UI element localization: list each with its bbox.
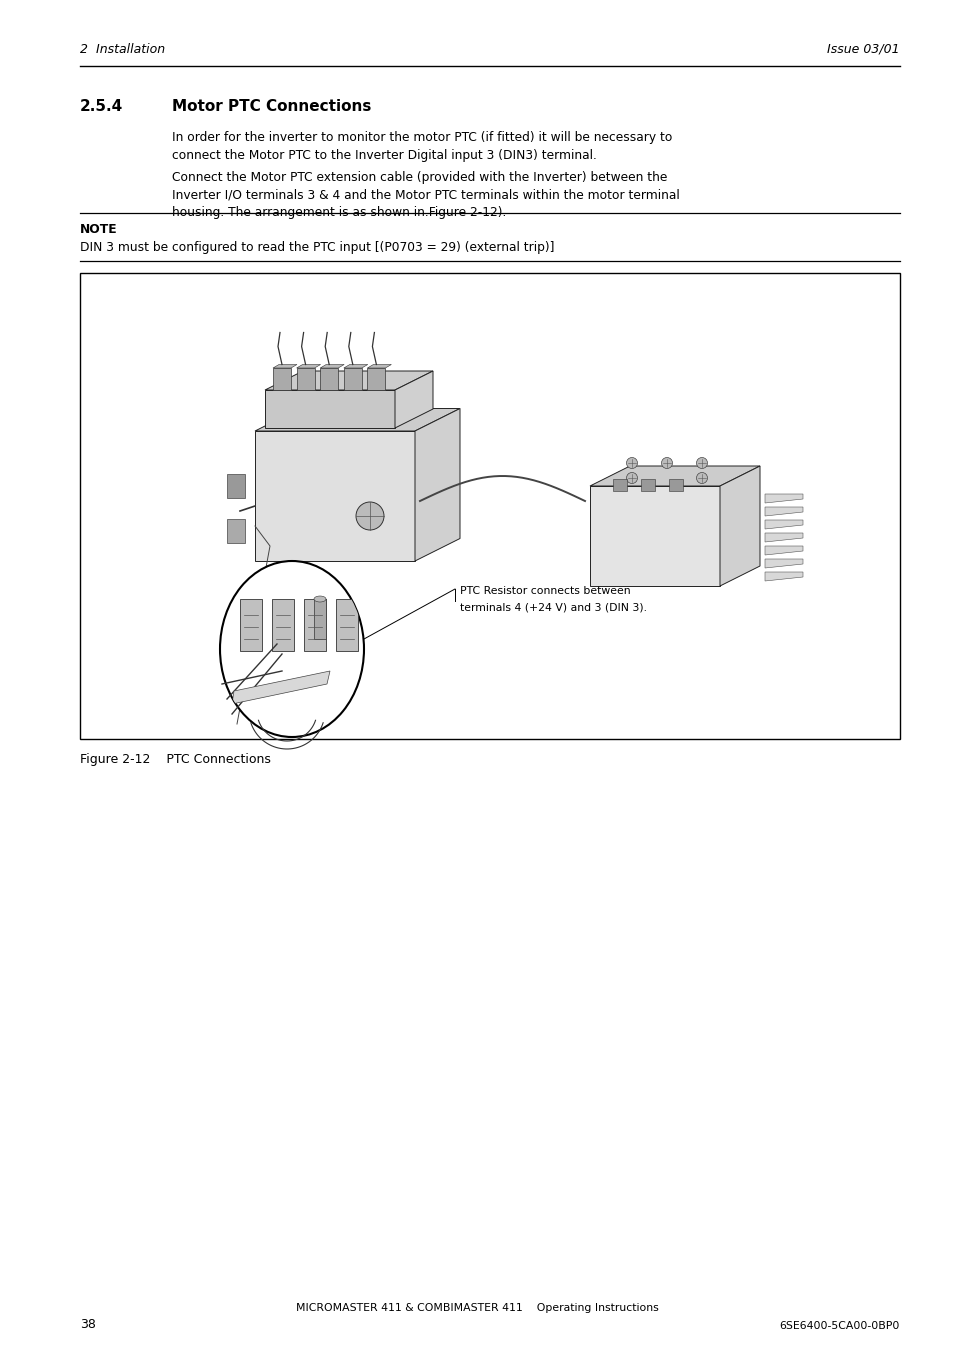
Bar: [80, 273, 899, 739]
Bar: [296, 367, 314, 390]
Text: housing. The arrangement is as shown in.Figure 2-12).: housing. The arrangement is as shown in.…: [172, 205, 506, 219]
Polygon shape: [589, 466, 760, 486]
Circle shape: [626, 458, 637, 469]
Polygon shape: [415, 408, 459, 561]
Polygon shape: [296, 365, 320, 367]
Polygon shape: [254, 408, 459, 431]
Text: Inverter I/O terminals 3 & 4 and the Motor PTC terminals within the motor termin: Inverter I/O terminals 3 & 4 and the Mot…: [172, 189, 679, 201]
Bar: [273, 367, 291, 390]
Ellipse shape: [220, 561, 364, 738]
Text: 2.5.4: 2.5.4: [80, 99, 123, 113]
Polygon shape: [589, 486, 720, 586]
Polygon shape: [254, 431, 415, 561]
Bar: [335, 598, 357, 651]
Polygon shape: [232, 671, 330, 704]
Bar: [227, 519, 245, 543]
Bar: [343, 367, 361, 390]
Circle shape: [696, 458, 707, 469]
Text: MICROMASTER 411 & COMBIMASTER 411    Operating Instructions: MICROMASTER 411 & COMBIMASTER 411 Operat…: [295, 1302, 658, 1313]
Text: Motor PTC Connections: Motor PTC Connections: [172, 99, 371, 113]
Text: Figure 2-12    PTC Connections: Figure 2-12 PTC Connections: [80, 753, 271, 766]
Ellipse shape: [314, 596, 326, 603]
Circle shape: [626, 473, 637, 484]
Polygon shape: [395, 372, 433, 428]
Polygon shape: [367, 365, 391, 367]
Circle shape: [355, 503, 384, 530]
Polygon shape: [764, 571, 802, 581]
Circle shape: [696, 473, 707, 484]
Text: terminals 4 (+24 V) and 3 (DIN 3).: terminals 4 (+24 V) and 3 (DIN 3).: [459, 603, 646, 613]
Text: connect the Motor PTC to the Inverter Digital input 3 (DIN3) terminal.: connect the Motor PTC to the Inverter Di…: [172, 149, 597, 162]
Polygon shape: [265, 372, 433, 390]
Bar: [304, 598, 326, 651]
Circle shape: [660, 458, 672, 469]
Text: PTC Resistor connects between: PTC Resistor connects between: [459, 586, 630, 596]
Text: 2  Installation: 2 Installation: [80, 43, 165, 55]
Bar: [668, 480, 682, 490]
Text: NOTE: NOTE: [80, 223, 117, 236]
Polygon shape: [273, 365, 296, 367]
Polygon shape: [320, 365, 344, 367]
Polygon shape: [764, 520, 802, 530]
Bar: [640, 480, 655, 490]
Polygon shape: [764, 546, 802, 555]
Bar: [227, 474, 245, 499]
Text: 6SE6400-5CA00-0BP0: 6SE6400-5CA00-0BP0: [779, 1321, 899, 1331]
Polygon shape: [343, 365, 368, 367]
Bar: [272, 598, 294, 651]
Text: Issue 03/01: Issue 03/01: [826, 43, 899, 55]
Bar: [320, 367, 338, 390]
Text: Connect the Motor PTC extension cable (provided with the Inverter) between the: Connect the Motor PTC extension cable (p…: [172, 172, 667, 184]
Bar: [314, 598, 326, 639]
Text: In order for the inverter to monitor the motor PTC (if fitted) it will be necess: In order for the inverter to monitor the…: [172, 131, 672, 145]
Bar: [613, 480, 626, 490]
Polygon shape: [265, 390, 395, 428]
Polygon shape: [720, 466, 760, 586]
Polygon shape: [764, 507, 802, 516]
Bar: [367, 367, 385, 390]
Text: 38: 38: [80, 1319, 95, 1331]
Polygon shape: [764, 534, 802, 542]
Text: DIN 3 must be configured to read the PTC input [(P0703 = 29) (external trip)]: DIN 3 must be configured to read the PTC…: [80, 240, 554, 254]
Bar: [240, 598, 262, 651]
Polygon shape: [764, 494, 802, 503]
Polygon shape: [764, 559, 802, 567]
